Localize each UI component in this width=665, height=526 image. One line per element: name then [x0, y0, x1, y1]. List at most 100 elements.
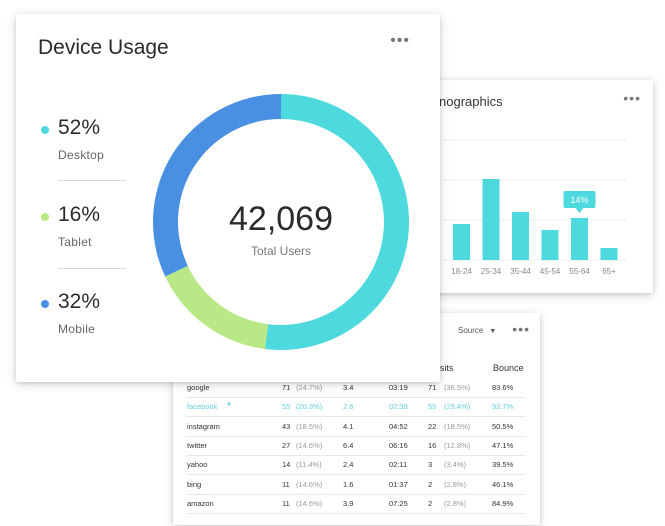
cell-sessions: 11 — [282, 498, 290, 508]
desktop-label: Desktop — [58, 148, 105, 162]
cell-bounce: 39.5% — [492, 460, 514, 470]
device-usage-title: Device Usage — [38, 36, 169, 59]
cell-duration: 07:25 — [389, 498, 408, 508]
x-tick-label: 55-64 — [569, 267, 590, 276]
cell-duration: 02:11 — [389, 460, 408, 470]
cell-bounce: 50.5% — [492, 421, 514, 431]
legend-divider — [58, 268, 126, 269]
bar-35-44[interactable] — [512, 212, 529, 260]
demographics-more-icon[interactable]: ••• — [623, 90, 641, 106]
source-dropdown[interactable]: Source ▼ — [458, 326, 496, 335]
mobile-label: Mobile — [58, 322, 96, 336]
cell-bounce: 47.1% — [492, 440, 514, 450]
cell-bounce: 46.1% — [492, 479, 514, 489]
cell-sessions-pct: (24.7%) — [296, 383, 323, 392]
source-dropdown-label: Source — [458, 326, 484, 335]
bar-25-34[interactable] — [482, 179, 500, 260]
demographics-bar-chart: 18-24 25-34 35-44 45-54 55-64 14% 65+ — [443, 139, 627, 276]
table-row[interactable]: twitter 27 (14.6%) 6.4 06:16 16 (12.8%) 47.1% — [186, 436, 526, 456]
cell-sessions-pct: (14.6%) — [296, 479, 323, 489]
cell-ppv: 3.9 — [343, 498, 354, 508]
device-usage-donut-chart — [152, 94, 409, 350]
x-tick-label: 35-44 — [510, 267, 531, 276]
tooltip-pointer — [575, 208, 584, 213]
cell-sessions-pct: (20.3%) — [296, 402, 323, 412]
cell-visits: 55 — [428, 402, 437, 412]
cell-duration: 06:16 — [389, 440, 408, 450]
legend-divider — [58, 180, 126, 181]
table-row[interactable]: instagram 43 (18.5%) 4.1 04:52 22 (18.5%) 50.5% — [186, 417, 526, 437]
desktop-percent: 52% — [58, 116, 101, 139]
cell-bounce: 84.9% — [492, 498, 514, 508]
cell-name: google — [187, 383, 210, 392]
bar-tooltip-label: 14% — [570, 195, 588, 205]
total-users-value: 42,069 — [229, 200, 333, 238]
cell-sessions: 27 — [282, 440, 291, 450]
cell-sessions-pct: (18.5%) — [296, 421, 323, 431]
cell-visits-pct: (12.8%) — [444, 440, 471, 450]
column-header-bounce[interactable]: Bounce — [493, 363, 524, 373]
device-usage-more-icon[interactable]: ••• — [390, 32, 410, 49]
cell-visits-pct: (2.8%) — [444, 479, 467, 489]
cell-visits-pct: (36.5%) — [444, 383, 471, 392]
total-users-label: Total Users — [250, 244, 312, 258]
bar-18-24[interactable] — [453, 224, 470, 260]
cell-visits-pct: (18.5%) — [444, 421, 471, 431]
cell-duration: 02:39 — [389, 402, 408, 412]
cell-visits-pct: (3.4%) — [444, 460, 467, 470]
cell-duration: 03:19 — [389, 383, 408, 392]
x-tick-label: 65+ — [602, 267, 616, 276]
cell-sessions: 43 — [282, 421, 291, 431]
tablet-color-dot — [41, 213, 49, 221]
donut-slice-tablet[interactable] — [165, 265, 269, 349]
demographics-title: nographics — [439, 94, 503, 109]
device-usage-card: Device Usage ••• 52% Desktop 16% Tablet … — [16, 14, 440, 382]
table-row[interactable]: facebook ▼ 55 (20.3%) 2.6 02:39 55 (29.4%) 93.7% — [186, 397, 526, 418]
cell-name: instagram — [187, 421, 220, 431]
cell-sessions-pct: (14.6%) — [296, 440, 323, 450]
table-row[interactable]: amazon 11 (14.6%) 3.9 07:25 2 (2.8%) 84.9% — [186, 494, 526, 514]
cell-name: facebook — [187, 402, 218, 412]
cell-visits: 22 — [428, 421, 437, 431]
x-tick-label: 25-34 — [481, 267, 502, 276]
donut-slice-mobile[interactable] — [152, 94, 281, 277]
cell-duration: 01:37 — [389, 479, 408, 489]
cell-name: yahoo — [187, 460, 208, 470]
cell-ppv: 1.6 — [343, 479, 354, 489]
mobile-percent: 32% — [58, 290, 101, 313]
cell-sessions: 11 — [282, 479, 290, 489]
cell-visits: 3 — [428, 460, 433, 470]
tablet-label: Tablet — [58, 235, 92, 249]
tablet-percent: 16% — [58, 203, 101, 226]
cell-visits: 2 — [428, 498, 433, 508]
cell-visits: 16 — [428, 440, 437, 450]
cell-sessions: 55 — [282, 402, 291, 412]
mobile-color-dot — [41, 300, 49, 308]
x-tick-label: 18-24 — [451, 267, 472, 276]
source-more-icon[interactable]: ••• — [512, 321, 530, 337]
bar-tooltip — [563, 191, 596, 208]
bar-55-64[interactable] — [571, 218, 588, 260]
cell-sessions: 14 — [282, 460, 291, 470]
cell-ppv: 6.4 — [343, 440, 354, 450]
desktop-color-dot — [41, 126, 49, 134]
x-tick-label: 45-54 — [540, 267, 561, 276]
cell-sessions: 71 — [282, 383, 291, 392]
bar-45-54[interactable] — [541, 230, 559, 260]
cell-bounce: 93.7% — [492, 402, 514, 412]
cell-sessions-pct: (14.6%) — [296, 498, 323, 508]
table-row[interactable]: bing 11 (14.6%) 1.6 01:37 2 (2.8%) 46.1% — [186, 475, 526, 495]
cell-ppv: 2.6 — [343, 402, 354, 412]
table-row[interactable]: google 71 (24.7%) 3.4 03:19 71 (36.5%) 83.6% — [186, 378, 526, 398]
caret-down-icon: ▼ — [489, 328, 497, 335]
cell-duration: 04:52 — [389, 421, 408, 431]
cell-name: amazon — [187, 498, 214, 508]
cell-visits-pct: (29.4%) — [444, 402, 471, 412]
cell-sessions-pct: (11.4%) — [296, 460, 322, 470]
table-row[interactable]: yahoo 14 (11.4%) 2.4 02:11 3 (3.4%) 39.5% — [186, 455, 526, 476]
cell-visits-pct: (2.8%) — [444, 498, 467, 508]
bar-65+[interactable] — [600, 248, 618, 260]
caret-down-icon[interactable]: ▼ — [226, 402, 232, 409]
cell-ppv: 3.4 — [343, 383, 354, 392]
donut-slice-desktop[interactable] — [264, 94, 409, 350]
